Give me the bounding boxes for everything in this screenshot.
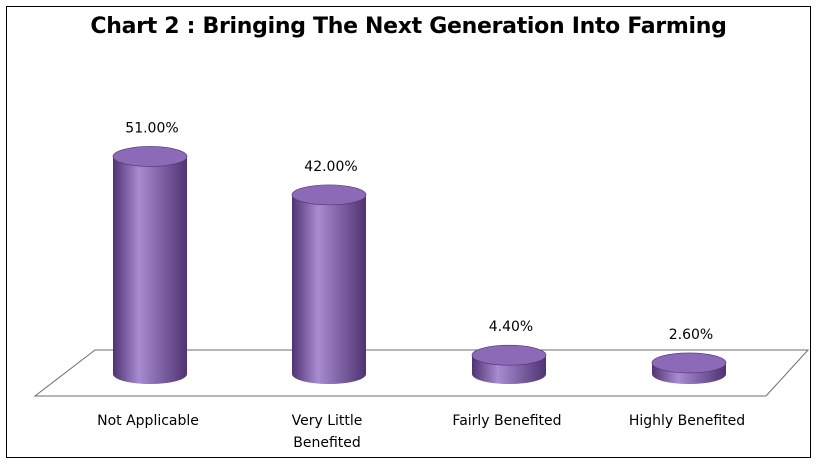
category-label-3: Fairly Benefited bbox=[452, 413, 561, 429]
data-label-2: 42.00% bbox=[304, 159, 357, 175]
bar-3 bbox=[471, 344, 547, 384]
bar-2 bbox=[291, 184, 367, 384]
bar-top bbox=[471, 344, 547, 366]
bar-4 bbox=[651, 352, 727, 384]
data-label-1: 51.00% bbox=[125, 120, 178, 136]
bar-top bbox=[651, 352, 727, 374]
bar-body bbox=[292, 194, 366, 384]
bar-top bbox=[291, 184, 367, 206]
data-label-4: 2.60% bbox=[669, 327, 713, 343]
bar-body bbox=[113, 156, 187, 384]
bar-top bbox=[112, 146, 188, 167]
chart-title: Chart 2 : Bringing The Next Generation I… bbox=[90, 14, 727, 39]
bar-series: 51.00% 42.00% 4.40% 2.60% bbox=[112, 120, 727, 384]
category-label-2: Very Little Benefited bbox=[292, 413, 363, 451]
bar-1 bbox=[112, 146, 188, 384]
category-axis-labels: Not Applicable Very Little Benefited Fairly… bbox=[97, 413, 745, 451]
data-label-3: 4.40% bbox=[489, 319, 533, 335]
chart-floor bbox=[33, 349, 810, 397]
category-label-1: Not Applicable bbox=[97, 413, 199, 429]
category-label-4: Highly Benefited bbox=[629, 413, 745, 429]
